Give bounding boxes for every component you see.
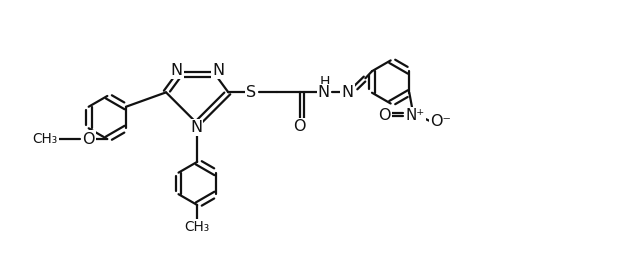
Text: CH₃: CH₃	[33, 132, 58, 146]
Text: O⁻: O⁻	[430, 114, 451, 129]
Text: N: N	[318, 85, 330, 100]
Text: N: N	[341, 85, 353, 100]
Text: N: N	[212, 63, 224, 78]
Text: N: N	[170, 63, 182, 78]
Text: N⁺: N⁺	[406, 108, 425, 123]
Text: CH₃: CH₃	[184, 220, 210, 234]
Text: O: O	[378, 108, 390, 123]
Text: O: O	[83, 132, 95, 147]
Text: N: N	[190, 120, 202, 135]
Text: S: S	[246, 85, 257, 100]
Text: H: H	[320, 75, 330, 89]
Text: O: O	[293, 119, 305, 134]
